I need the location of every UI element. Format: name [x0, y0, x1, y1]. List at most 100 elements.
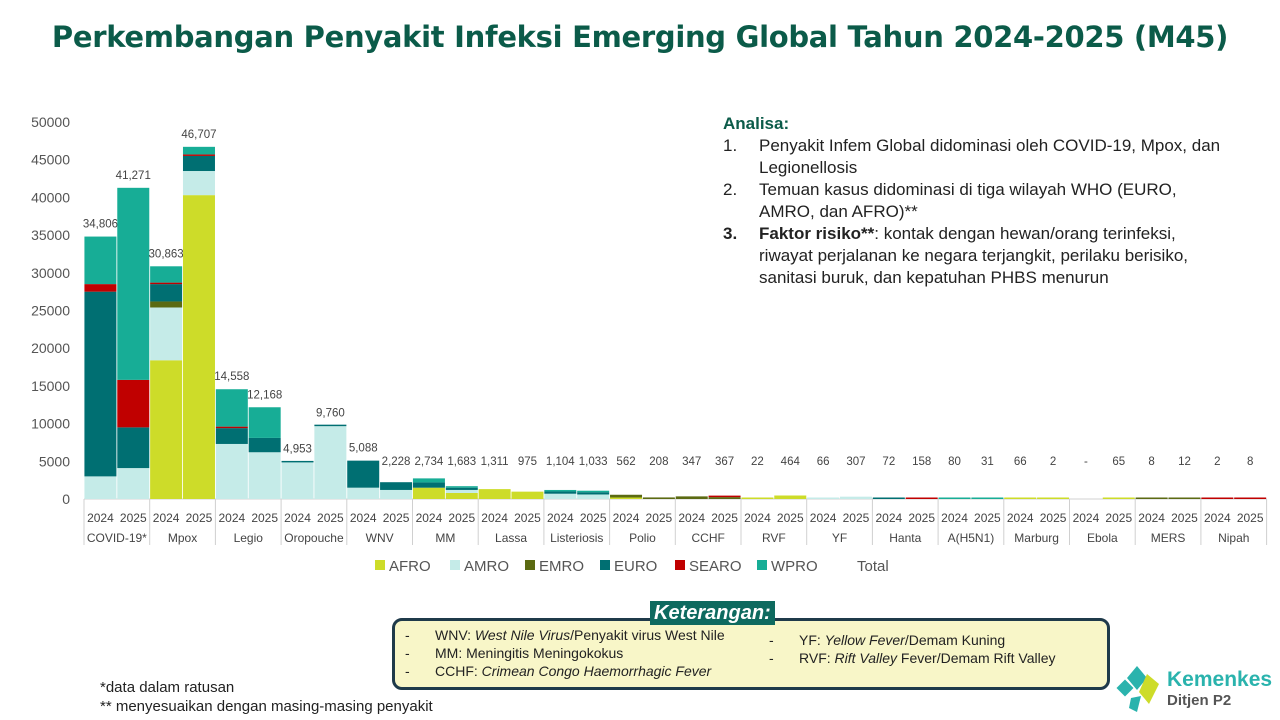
bar-segment-searo — [84, 284, 117, 292]
year-tick-label: 2024 — [1073, 511, 1100, 525]
bar-segment-emro — [150, 301, 183, 308]
total-data-label: 1,033 — [579, 456, 608, 468]
bar-segment-afro — [1102, 497, 1135, 499]
note-abbr: RVF: — [799, 650, 835, 666]
bar-segment-wpro — [544, 489, 577, 492]
year-tick-label: 2025 — [514, 511, 541, 525]
footnote: *data dalam ratusan — [100, 679, 235, 696]
bar-segment-euro — [150, 284, 183, 302]
legend-label: EURO — [614, 558, 657, 575]
year-tick-label: 2024 — [284, 511, 311, 525]
bar-segment-euro — [872, 497, 905, 499]
note-abbr: WNV: — [435, 627, 475, 643]
y-tick-label: 15000 — [31, 378, 70, 394]
year-tick-label: 2024 — [416, 511, 443, 525]
bar-segment-amro — [215, 443, 248, 499]
note-rest: Meningitis Meningokokus — [466, 645, 624, 661]
bar-segment-euro — [281, 460, 314, 463]
bar-segment-emro — [1168, 497, 1201, 499]
bar-segment-euro — [314, 424, 347, 427]
total-data-label: 1,104 — [546, 456, 575, 468]
item-text: Temuan kasus didominasi di tiga wilayah … — [759, 180, 1177, 221]
note-rest: /Demam Kuning — [904, 632, 1006, 648]
bar-segment-wpro — [577, 490, 610, 493]
year-tick-label: 2024 — [1138, 511, 1165, 525]
total-data-label: 12 — [1178, 456, 1191, 468]
total-data-label: 34,806 — [83, 219, 118, 231]
year-tick-label: 2024 — [613, 511, 640, 525]
y-tick-label: 50000 — [31, 114, 70, 130]
bar-segment-euro — [412, 482, 445, 488]
bar-segment-wpro — [248, 407, 281, 438]
category-label: COVID-19* — [87, 531, 147, 545]
y-tick-label: 25000 — [31, 303, 70, 319]
legend-note: CCHF: Crimean Congo Haemorrhagic Fever — [405, 662, 725, 680]
bar-segment-amro — [445, 489, 478, 493]
year-tick-label: 2025 — [186, 511, 213, 525]
item-number: 2. — [723, 180, 738, 199]
item-text: : kontak dengan hewan/orang terinfeksi, … — [759, 224, 1189, 287]
bar-segment-amro — [807, 497, 840, 499]
bar-segment-searo — [182, 154, 215, 156]
bar-segment-amro — [117, 468, 150, 499]
total-data-label: 22 — [751, 456, 764, 468]
year-tick-label: 2024 — [481, 511, 508, 525]
stacked-bar-chart: 0 5000 10000 15000 20000 25000 30000 35000 40000… — [31, 114, 1268, 575]
y-tick-label: 40000 — [31, 189, 70, 205]
bar-segment-wpro — [445, 486, 478, 488]
bar-segment-amro — [839, 496, 872, 499]
bar-segment-euro — [347, 460, 380, 488]
total-data-label: 158 — [912, 456, 931, 468]
legend-label: AMRO — [464, 558, 509, 575]
legend-label: SEARO — [689, 558, 742, 575]
note-abbr: YF: — [799, 632, 825, 648]
logo-name: Kemenkes — [1167, 668, 1273, 691]
bar-segment-euro — [215, 428, 248, 444]
bar-segment-afro — [1037, 497, 1070, 499]
year-tick-label: 2024 — [810, 511, 837, 525]
year-tick-label: 2025 — [908, 511, 935, 525]
total-data-label: 2 — [1214, 456, 1220, 468]
category-label: CCHF — [691, 531, 724, 545]
total-data-label: 4,953 — [283, 444, 312, 456]
total-data-label: 367 — [715, 456, 734, 468]
category-label: MERS — [1151, 531, 1186, 545]
year-tick-label: 2024 — [350, 511, 377, 525]
year-tick-label: 2024 — [1007, 511, 1034, 525]
bar-segment-amro — [380, 489, 413, 499]
legend-label: Total — [857, 558, 889, 575]
total-data-label: 46,707 — [181, 129, 216, 141]
bar-segment-euro — [84, 291, 117, 477]
bar-segment-amro — [248, 452, 281, 499]
total-data-label: 66 — [817, 456, 830, 468]
year-tick-label: 2024 — [218, 511, 245, 525]
bar-segment-amro — [314, 426, 347, 499]
bar-segment-wpro — [117, 187, 150, 380]
year-tick-label: 2025 — [1105, 511, 1132, 525]
bar-segment-searo — [1234, 497, 1267, 499]
note-rest: /Penyakit virus West Nile — [570, 627, 725, 643]
bar-segment-emro — [708, 497, 741, 499]
y-tick-label: 20000 — [31, 340, 70, 356]
category-label: MM — [435, 531, 455, 545]
analysis-item: 1. Penyakit Infem Global didominasi oleh … — [723, 135, 1223, 179]
total-data-label: 31 — [981, 456, 994, 468]
kemenkes-logo: Kemenkes Ditjen P2 — [1115, 660, 1275, 715]
total-data-label: 8 — [1148, 456, 1154, 468]
bar-segment-amro — [544, 493, 577, 499]
note-desc: Rift Valley — [834, 650, 898, 666]
item-number: 3. — [723, 224, 738, 243]
total-data-label: 14,558 — [214, 371, 249, 383]
year-tick-label: 2025 — [317, 511, 344, 525]
legend-label: AFRO — [389, 558, 431, 575]
bar-segment-searo — [1201, 497, 1234, 499]
year-tick-label: 2024 — [744, 511, 771, 525]
legend-label: EMRO — [539, 558, 584, 575]
bar-segment-amro — [577, 494, 610, 499]
y-tick-label: 5000 — [39, 453, 70, 469]
year-tick-label: 2025 — [711, 511, 738, 525]
analysis-item: 2. Temuan kasus didominasi di tiga wilaya… — [723, 179, 1223, 223]
note-rest: Fever/Demam Rift Valley — [897, 650, 1056, 666]
year-tick-label: 2025 — [251, 511, 278, 525]
y-tick-label: 35000 — [31, 227, 70, 243]
